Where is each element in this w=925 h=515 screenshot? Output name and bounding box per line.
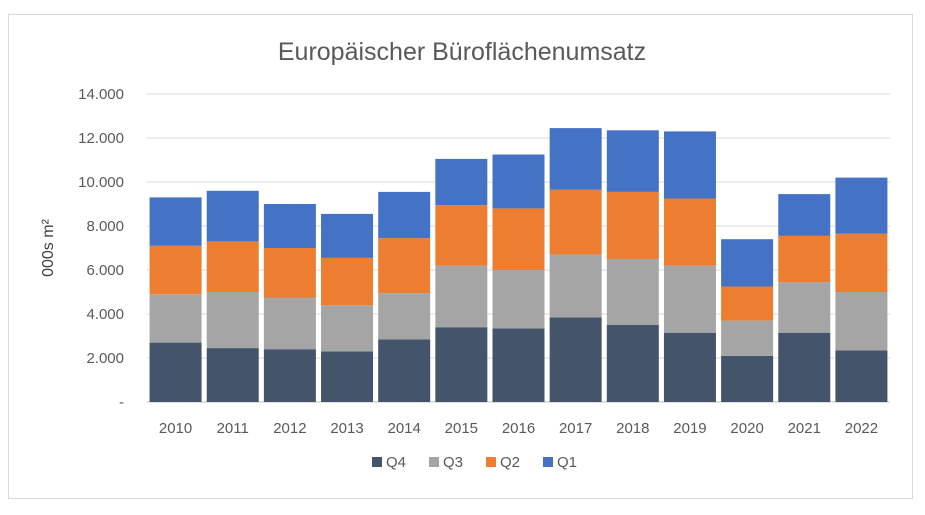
bar-q2-2011	[206, 241, 259, 292]
bar-q1-2019	[663, 131, 716, 199]
bar-q3-2016	[492, 270, 545, 329]
bar-q1-2015	[435, 158, 488, 206]
bar-q3-2015	[435, 265, 488, 328]
bar-q3-2012	[263, 297, 316, 350]
bar-q3-2013	[321, 305, 374, 352]
bar-q2-2021	[778, 235, 831, 283]
bar-q4-2018	[606, 325, 659, 402]
bar-q3-2017	[549, 254, 602, 318]
chart-title: Europäischer Büroflächenumsatz	[278, 38, 646, 66]
bar-q2-2016	[492, 208, 545, 270]
bar-q1-2010	[149, 197, 202, 246]
legend-label-q1: Q1	[557, 454, 577, 471]
y-tick-label: 6.000	[86, 262, 124, 279]
bar-q1-2020	[721, 239, 774, 287]
x-tick-label: 2013	[330, 420, 363, 437]
legend-swatch-q4	[372, 457, 382, 467]
bar-q3-2022	[835, 292, 888, 351]
y-tick-label: 10.000	[78, 174, 124, 191]
y-axis-label: 000s m²	[40, 218, 57, 276]
x-tick-label: 2016	[502, 420, 535, 437]
bar-q4-2014	[378, 339, 431, 402]
x-tick-label: 2018	[616, 420, 649, 437]
bar-q4-2019	[663, 332, 716, 402]
y-tick-label: 14.000	[78, 86, 124, 103]
bar-q2-2012	[263, 248, 316, 298]
bar-q3-2021	[778, 282, 831, 333]
bar-q4-2017	[549, 317, 602, 402]
x-tick-label: 2022	[845, 420, 878, 437]
legend-label-q2: Q2	[500, 454, 520, 471]
y-tick-label: 8.000	[86, 218, 124, 235]
bar-q3-2018	[606, 259, 659, 325]
bar-q2-2015	[435, 205, 488, 266]
bar-q2-2013	[321, 257, 374, 306]
legend-label-q4: Q4	[386, 454, 406, 471]
x-tick-label: 2021	[788, 420, 821, 437]
y-tick-label: -	[119, 394, 124, 411]
bar-q1-2012	[263, 204, 316, 248]
bar-q2-2020	[721, 286, 774, 321]
y-tick-label: 2.000	[86, 350, 124, 367]
bar-q3-2019	[663, 265, 716, 333]
x-tick-label: 2017	[559, 420, 592, 437]
bar-q4-2022	[835, 350, 888, 402]
bar-q2-2010	[149, 245, 202, 295]
bar-q4-2012	[263, 349, 316, 402]
x-tick-label: 2011	[217, 420, 249, 437]
bar-q1-2021	[778, 194, 831, 236]
bar-q1-2013	[321, 213, 374, 258]
y-tick-label: 12.000	[78, 130, 124, 147]
x-tick-label: 2012	[273, 420, 306, 437]
y-tick-label: 4.000	[86, 306, 124, 323]
legend-swatch-q1	[543, 457, 553, 467]
bar-q4-2020	[721, 355, 774, 402]
bar-q4-2021	[778, 332, 831, 402]
legend-swatch-q2	[486, 457, 496, 467]
bar-q2-2019	[663, 198, 716, 266]
bar-q1-2017	[549, 128, 602, 190]
bar-q3-2020	[721, 320, 774, 356]
x-tick-label: 2010	[159, 420, 192, 437]
legend-label-q3: Q3	[443, 454, 463, 471]
bar-q3-2011	[206, 292, 259, 349]
x-tick-label: 2019	[673, 420, 706, 437]
bar-q2-2022	[835, 233, 888, 292]
bar-q1-2011	[206, 190, 259, 242]
bar-q1-2014	[378, 191, 431, 239]
bar-q1-2022	[835, 177, 888, 234]
x-tick-label: 2020	[730, 420, 763, 437]
bar-q3-2014	[378, 293, 431, 340]
bar-q2-2018	[606, 191, 659, 259]
bar-q2-2017	[549, 189, 602, 255]
bar-q4-2010	[149, 342, 202, 402]
x-tick-label: 2015	[445, 420, 478, 437]
bar-q4-2016	[492, 328, 545, 402]
bar-q3-2010	[149, 294, 202, 343]
bar-q1-2018	[606, 130, 659, 192]
bar-q4-2015	[435, 327, 488, 402]
x-tick-label: 2014	[388, 420, 421, 437]
bar-q4-2011	[206, 348, 259, 402]
legend-swatch-q3	[429, 457, 439, 467]
bar-q2-2014	[378, 238, 431, 294]
bar-q4-2013	[321, 351, 374, 402]
bar-q1-2016	[492, 154, 545, 209]
